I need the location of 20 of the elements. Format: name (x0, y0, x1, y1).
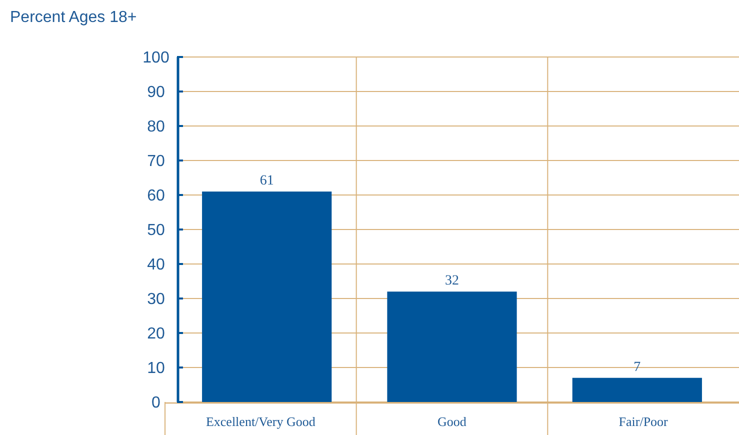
y-tick-label: 50 (147, 222, 165, 240)
y-tick-label: 80 (147, 118, 165, 136)
x-tick-label: Good (438, 414, 467, 429)
y-tick-label: 30 (147, 291, 165, 308)
bar (572, 378, 702, 402)
y-tick-label: 90 (147, 84, 165, 102)
y-tick-label: 100 (142, 50, 170, 67)
y-tick-label: 40 (147, 256, 165, 274)
x-tick-label: Excellent/Very Good (206, 414, 316, 429)
y-tick-label: 0 (152, 394, 161, 412)
data-label: 61 (260, 174, 274, 189)
bar (202, 192, 332, 402)
y-tick-label: 20 (147, 326, 165, 343)
y-tick-label: 70 (147, 153, 165, 170)
y-tick-label: 10 (147, 360, 165, 378)
y-tick-label: 60 (147, 188, 165, 205)
data-label: 32 (445, 274, 459, 289)
y-axis-title: Percent Ages 18+ (10, 9, 137, 26)
x-tick-label: Fair/Poor (618, 414, 669, 429)
bar (387, 292, 517, 402)
